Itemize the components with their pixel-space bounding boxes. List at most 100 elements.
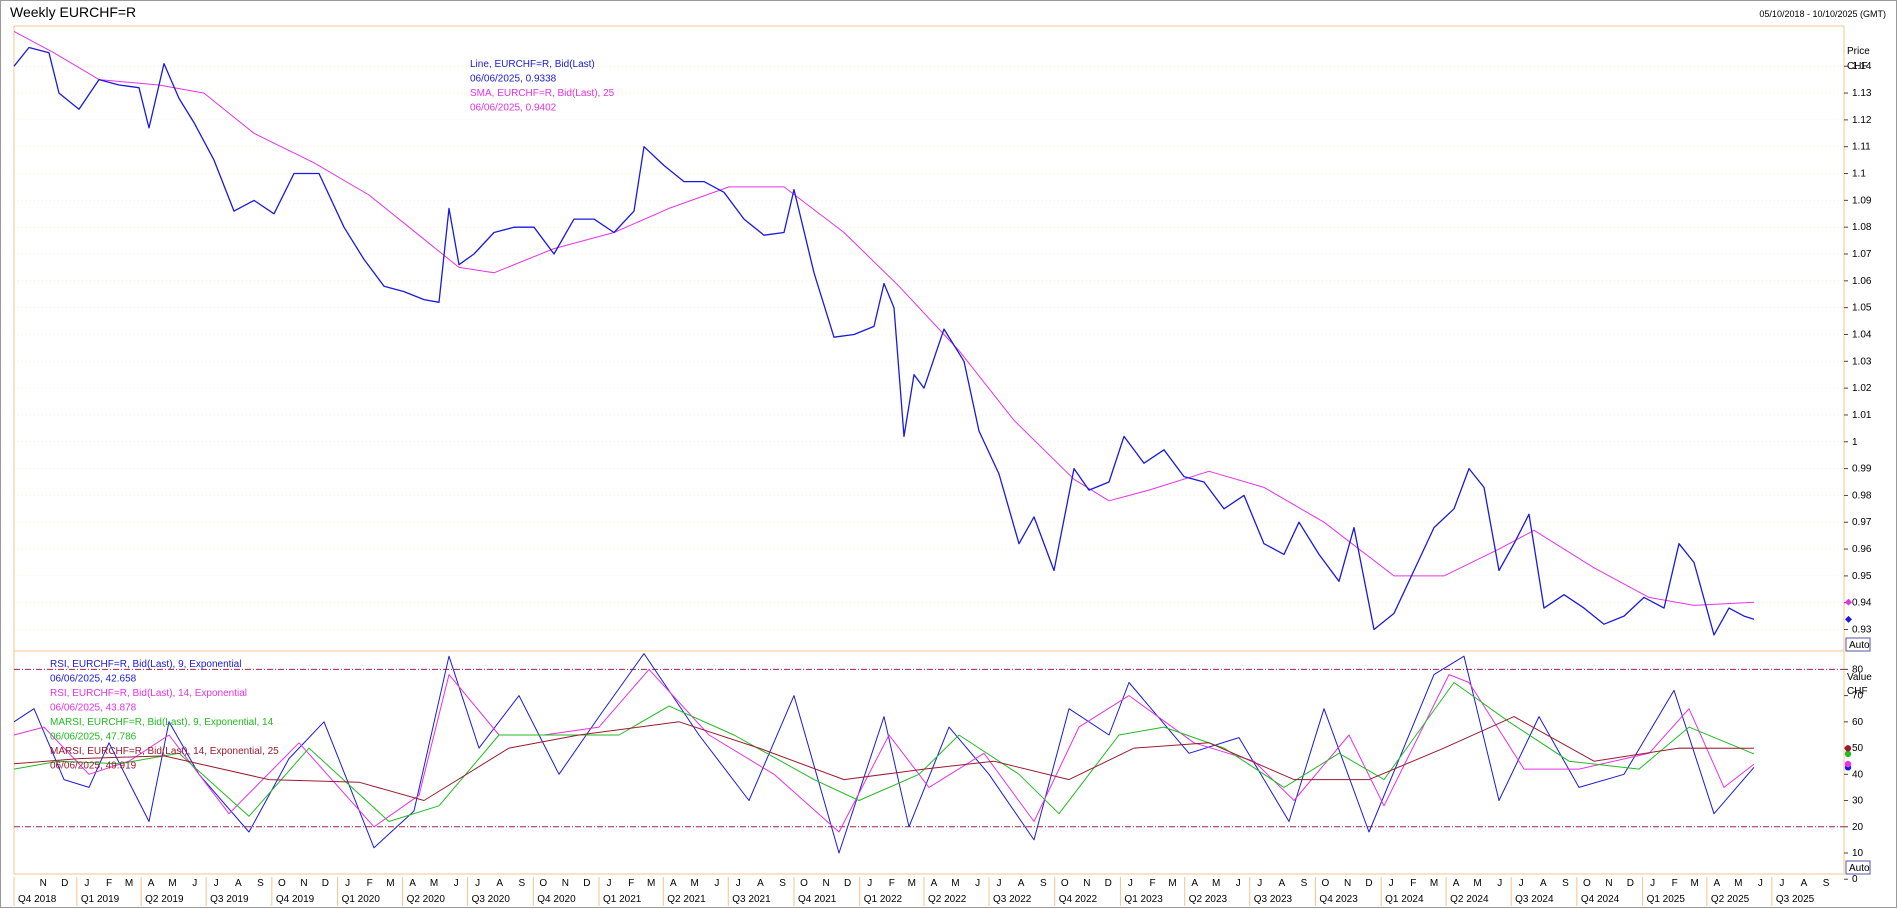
month-label: O xyxy=(1583,878,1591,889)
quarter-label: Q3 2023 xyxy=(1254,894,1293,905)
month-label: J xyxy=(214,878,219,889)
month-label: N xyxy=(823,878,830,889)
indicator-tick-label: 10 xyxy=(1852,848,1864,859)
indicator-y-axis: 80 70 60 50 40 30 20 10 0 xyxy=(1844,664,1864,885)
month-label: S xyxy=(779,878,786,889)
quarter-label: Q2 2023 xyxy=(1189,894,1228,905)
price-tick-label: 1.05 xyxy=(1852,303,1872,314)
month-label: D xyxy=(322,878,329,889)
month-label: J xyxy=(1389,878,1394,889)
month-label: J xyxy=(714,878,719,889)
price-tick-label: 1.08 xyxy=(1852,222,1872,233)
quarter-label: Q2 2019 xyxy=(145,894,184,905)
legend-entry: RSI, EURCHF=R, Bid(Last), 14, Exponentia… xyxy=(50,688,247,699)
month-label: O xyxy=(1322,878,1330,889)
month-label: F xyxy=(628,878,634,889)
month-label: M xyxy=(125,878,133,889)
price-y-axis: 1.14 1.13 1.12 1.11 1.1 1.09 1.08 1.07 1.06 1.05 1… xyxy=(1844,61,1872,636)
quarter-label: Q3 2019 xyxy=(210,894,249,905)
month-label: J xyxy=(867,878,872,889)
price-auto-button[interactable]: Auto xyxy=(1845,637,1871,652)
indicator-axis-unit: CHF xyxy=(1847,686,1868,697)
month-label: O xyxy=(539,878,547,889)
month-label: J xyxy=(1128,878,1133,889)
indicator-last-marker xyxy=(1844,745,1852,752)
legend-entry: MARSI, EURCHF=R, Bid(Last), 14, Exponent… xyxy=(50,746,279,757)
quarter-label: Q4 2018 xyxy=(18,894,57,905)
indicator-tick-label: 80 xyxy=(1852,664,1864,675)
last-value-markers xyxy=(1844,598,1852,771)
month-label: D xyxy=(1365,878,1372,889)
month-label: M xyxy=(1430,878,1438,889)
month-label: J xyxy=(607,878,612,889)
quarter-label: Q4 2024 xyxy=(1581,894,1620,905)
price-series-layer xyxy=(13,30,1755,636)
month-label: M xyxy=(1691,878,1699,889)
month-label: J xyxy=(1779,878,1784,889)
legend-entry: 06/06/2025, 43.878 xyxy=(50,703,137,714)
indicator-auto-button[interactable]: Auto xyxy=(1845,860,1871,875)
quarter-label: Q3 2025 xyxy=(1776,894,1815,905)
month-label: A xyxy=(1018,878,1025,889)
price-tick-label: 1.07 xyxy=(1852,249,1872,260)
price-tick-label: 1 xyxy=(1852,437,1858,448)
price-panel[interactable] xyxy=(13,25,1845,652)
month-label: D xyxy=(583,878,590,889)
month-label: M xyxy=(1734,878,1742,889)
month-label: J xyxy=(84,878,89,889)
month-label: J xyxy=(997,878,1002,889)
price-tick-label: 0.98 xyxy=(1852,490,1872,501)
month-label: J xyxy=(1650,878,1655,889)
month-label: D xyxy=(1105,878,1112,889)
month-label: D xyxy=(844,878,851,889)
month-label: J xyxy=(1758,878,1763,889)
quarter-label: Q2 2020 xyxy=(407,894,446,905)
series-line-line xyxy=(13,46,1755,636)
quarter-label: Q1 2022 xyxy=(864,894,903,905)
month-label: J xyxy=(345,878,350,889)
quarter-label: Q4 2020 xyxy=(537,894,576,905)
month-label: O xyxy=(800,878,808,889)
quarter-label: Q1 2025 xyxy=(1647,894,1686,905)
month-label: F xyxy=(106,878,112,889)
month-label: M xyxy=(908,878,916,889)
indicator-auto-label: Auto xyxy=(1849,863,1870,874)
quarter-label: Q1 2023 xyxy=(1124,894,1163,905)
month-label: D xyxy=(1627,878,1634,889)
quarter-label: Q2 2021 xyxy=(667,894,706,905)
price-tick-label: 0.95 xyxy=(1852,571,1872,582)
indicator-last-marker xyxy=(1844,760,1852,768)
indicator-tick-label: 30 xyxy=(1852,796,1864,807)
month-label: A xyxy=(1714,878,1721,889)
indicator-tick-label: 70 xyxy=(1852,691,1864,702)
indicator-tick-label: 60 xyxy=(1852,717,1864,728)
legend-entry: RSI, EURCHF=R, Bid(Last), 9, Exponential xyxy=(50,659,241,670)
price-legend: Line, EURCHF=R, Bid(Last) 06/06/2025, 0.9… xyxy=(470,59,615,114)
price-tick-label: 1.06 xyxy=(1852,276,1872,287)
month-label: M xyxy=(691,878,699,889)
legend-entry: 06/06/2025, 47.786 xyxy=(50,732,137,743)
grid-layer xyxy=(14,65,1844,630)
month-label: J xyxy=(1236,878,1241,889)
month-label: M xyxy=(168,878,176,889)
indicator-tick-label: 20 xyxy=(1852,822,1864,833)
month-label: A xyxy=(757,878,764,889)
indicator-axis-title: Value xyxy=(1847,672,1872,683)
chart-title: Weekly EURCHF=R xyxy=(10,4,137,20)
indicator-panel[interactable] xyxy=(13,650,1845,875)
indicator-series-layer xyxy=(13,653,1755,854)
month-label: F xyxy=(1410,878,1416,889)
month-label: M xyxy=(951,878,959,889)
date-range: 05/10/2018 - 10/10/2025 (GMT) xyxy=(1759,9,1886,19)
month-label: J xyxy=(736,878,741,889)
month-label: O xyxy=(1061,878,1069,889)
month-label: N xyxy=(40,878,47,889)
rsi-threshold-lines xyxy=(14,668,1844,828)
month-label: A xyxy=(235,878,242,889)
price-tick-label: 1.12 xyxy=(1852,115,1872,126)
quarter-label: Q4 2023 xyxy=(1319,894,1358,905)
quarter-label: Q3 2021 xyxy=(732,894,771,905)
